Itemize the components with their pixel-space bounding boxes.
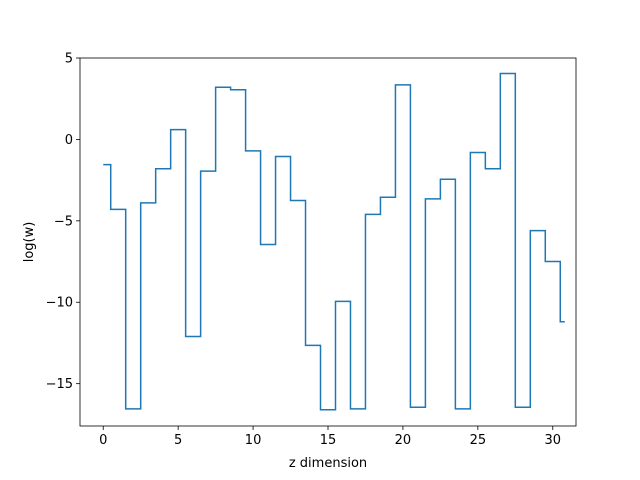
- y-tick-label: −10: [46, 296, 73, 311]
- y-tick-label: −5: [54, 214, 73, 229]
- x-axis-ticks: 0 5 10 15 20 25 30: [99, 426, 561, 448]
- x-tick-label: 30: [545, 433, 562, 448]
- x-tick-label: 5: [174, 433, 182, 448]
- x-tick-label: 20: [395, 433, 412, 448]
- x-axis-label: z dimension: [289, 456, 367, 471]
- x-tick-label: 0: [99, 433, 107, 448]
- series-line: [103, 72, 565, 411]
- axes-frame: [79, 57, 577, 427]
- y-axis-label: log(w): [22, 222, 37, 263]
- x-tick-label: 15: [320, 433, 337, 448]
- x-tick-label: 25: [470, 433, 487, 448]
- y-tick-label: 5: [65, 52, 73, 67]
- plot-area: [103, 72, 565, 411]
- x-tick-label: 10: [245, 433, 262, 448]
- y-axis-ticks: 5 0 −5 −10 −15: [46, 52, 80, 392]
- y-tick-label: −15: [46, 377, 73, 392]
- y-tick-label: 0: [65, 133, 73, 148]
